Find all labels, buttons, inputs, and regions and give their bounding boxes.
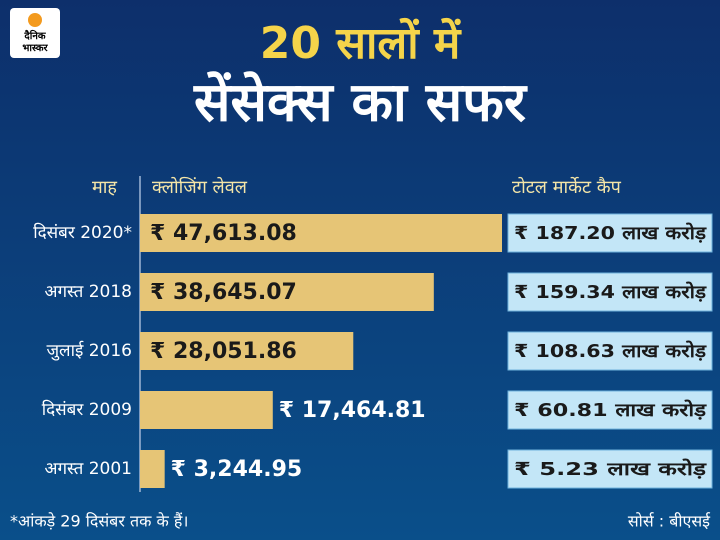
bar: [140, 450, 165, 488]
value-label: ₹ 38,645.07: [150, 280, 297, 305]
category-label: दिसंबर 2020*: [33, 222, 132, 243]
value-label: ₹ 28,051.86: [150, 339, 297, 364]
bar: [140, 391, 273, 429]
market-cap-box: [507, 213, 713, 253]
bar: [140, 332, 354, 370]
column-header: माह: [92, 177, 117, 198]
value-label: ₹ 47,613.08: [150, 221, 297, 246]
category-label: जुलाई 2016: [46, 340, 132, 361]
market-cap-label: ₹ 5.23 लाख करोड़: [514, 458, 708, 480]
bar: [140, 214, 502, 252]
market-cap-label: ₹ 187.20 लाख करोड़: [514, 222, 708, 244]
value-label: ₹ 3,244.95: [171, 457, 303, 482]
category-label: अगस्त 2018: [44, 282, 132, 302]
market-cap-box: [507, 331, 713, 371]
column-header: टोटल मार्केट कैप: [512, 176, 622, 198]
category-label: दिसंबर 2009: [42, 399, 132, 420]
value-label: ₹ 17,464.81: [279, 398, 426, 423]
market-cap-box: [507, 449, 713, 489]
bar: [140, 273, 434, 311]
market-cap-box: [507, 390, 713, 430]
market-cap-label: ₹ 159.34 लाख करोड़: [514, 281, 708, 303]
column-header: क्लोजिंग लेवल: [152, 176, 248, 198]
market-cap-box: [507, 272, 713, 312]
chart-title: 20 सालों में: [260, 17, 462, 69]
market-cap-label: ₹ 108.63 लाख करोड़: [514, 340, 708, 362]
footnote: *आंकड़े 29 दिसंबर तक के हैं।: [10, 512, 188, 531]
market-cap-label: ₹ 60.81 लाख करोड़: [514, 399, 708, 421]
source: सोर्स : बीएसई: [628, 512, 711, 531]
chart-subtitle: सेंसेक्स का सफर: [193, 71, 528, 134]
logo-box: [10, 8, 60, 58]
logo-text: भास्कर: [22, 43, 48, 54]
category-label: अगस्त 2001: [44, 459, 132, 479]
logo-text: दैनिक: [23, 29, 46, 42]
logo-sun: [28, 13, 42, 27]
